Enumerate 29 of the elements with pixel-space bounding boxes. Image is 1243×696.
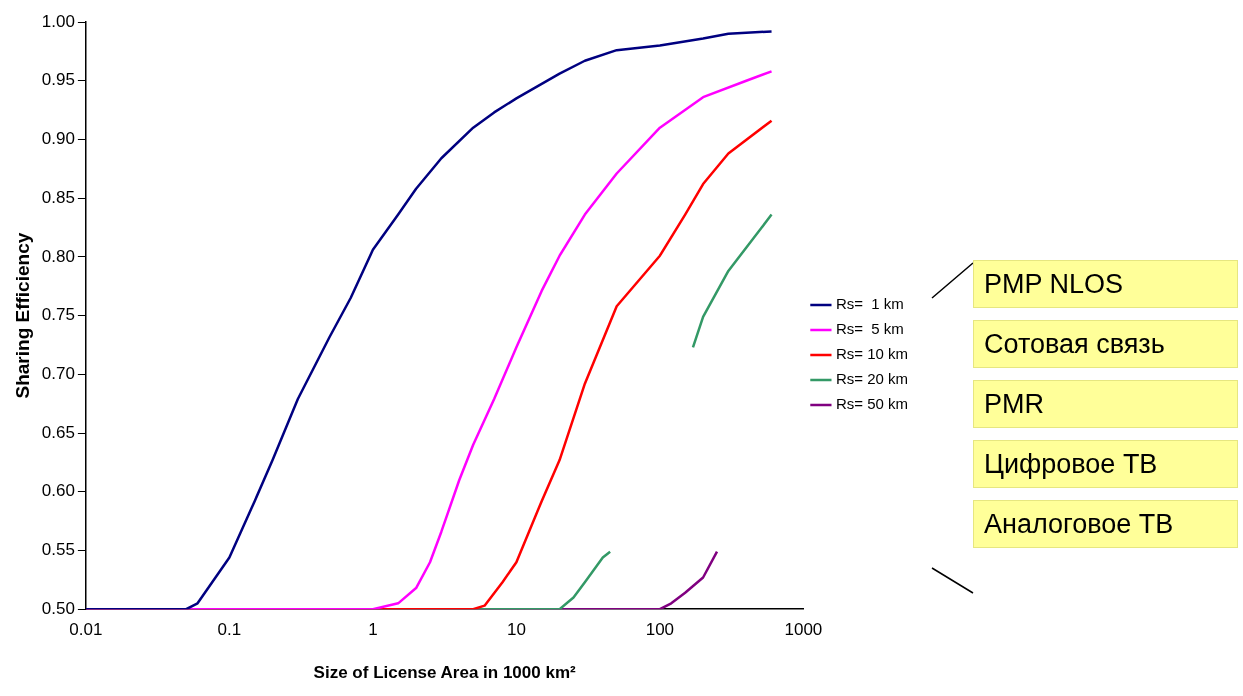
legend-label: Rs= 50 km	[835, 395, 908, 413]
text: Сотовая связь	[973, 320, 1238, 368]
x-tick-label: 0.01	[69, 620, 103, 640]
text: Цифровое ТВ	[973, 440, 1238, 488]
y-tick-label: 0.55	[41, 540, 75, 560]
x-tick-label: 10	[506, 620, 526, 640]
y-tick-label: 0.50	[41, 598, 75, 618]
y-tick-label: 0.60	[41, 481, 75, 501]
y-tick-label: 0.95	[41, 70, 75, 90]
y-axis-title: Sharing Efficiency	[11, 232, 33, 399]
y-tick-label: 0.90	[41, 129, 75, 149]
y-tick-label: 0.70	[41, 364, 75, 384]
x-axis-title: Size of License Area in 1000 km²	[313, 663, 576, 683]
y-tick-label: 0.80	[41, 246, 75, 266]
y-tick-label: 0.75	[41, 305, 75, 325]
text: PMP NLOS	[973, 260, 1238, 308]
x-tick-label: 1	[368, 620, 378, 640]
x-tick-label: 100	[645, 620, 675, 640]
y-tick-label: 0.65	[41, 422, 75, 442]
x-tick-label: 0.1	[217, 620, 242, 640]
legend-label: Rs= 20 km	[835, 370, 908, 388]
x-tick-label: 1000	[784, 620, 823, 640]
text: PMR	[973, 380, 1238, 428]
y-tick-label: 1.00	[41, 11, 75, 31]
legend-label: Rs= 10 km	[835, 345, 908, 363]
y-tick-label: 0.85	[41, 187, 75, 207]
legend-label: Rs= 1 km	[835, 295, 904, 313]
legend-label: Rs= 5 km	[835, 320, 904, 338]
text: Аналоговое ТВ	[973, 500, 1238, 548]
